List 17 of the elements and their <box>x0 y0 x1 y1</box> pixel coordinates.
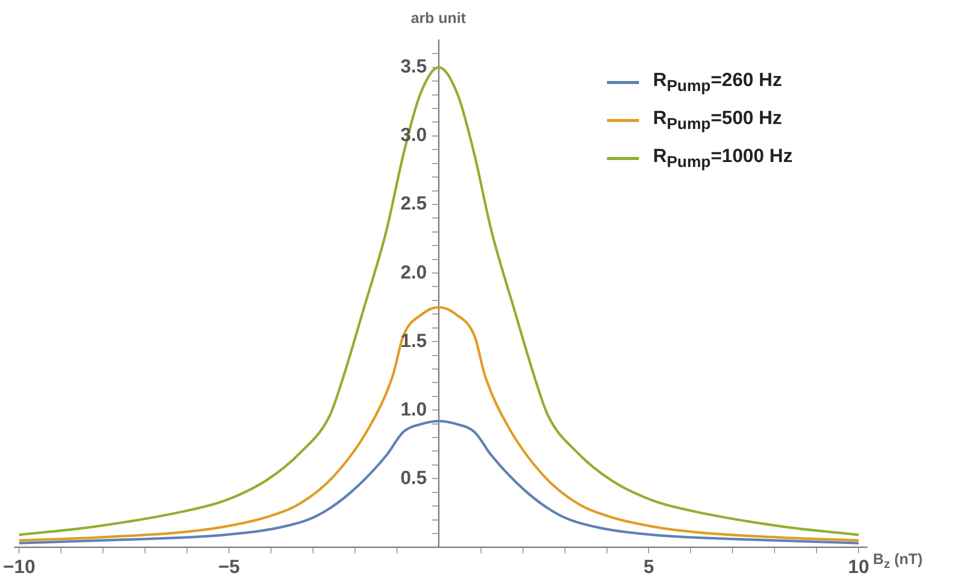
y-tick-label: 2.0 <box>400 262 427 284</box>
legend-label: R$_{Pump}$=500 Hz <box>653 108 782 134</box>
x-tick-label: 5 <box>643 556 654 578</box>
y-tick-label: 2.5 <box>400 194 428 215</box>
x-tick-label: 10 <box>848 556 870 578</box>
line-series <box>18 420 860 544</box>
y-tick-label: 3.5 <box>400 56 428 78</box>
legend-label: R$_{Pump}$=1000 Hz <box>653 146 793 172</box>
x-axis-title: B$_{z}$ (nT) <box>873 551 923 572</box>
x-tick-label: −10 <box>3 556 36 578</box>
y-tick-label: 0.5 <box>400 468 428 489</box>
y-tick-label: 1.5 <box>400 330 428 352</box>
line-series <box>18 306 860 542</box>
y-axis-title: arb unit <box>410 10 466 27</box>
legend-label: R$_{Pump}$=260 Hz <box>653 70 782 96</box>
y-tick-label: 1.0 <box>400 399 427 420</box>
x-tick-label: −5 <box>218 556 240 578</box>
